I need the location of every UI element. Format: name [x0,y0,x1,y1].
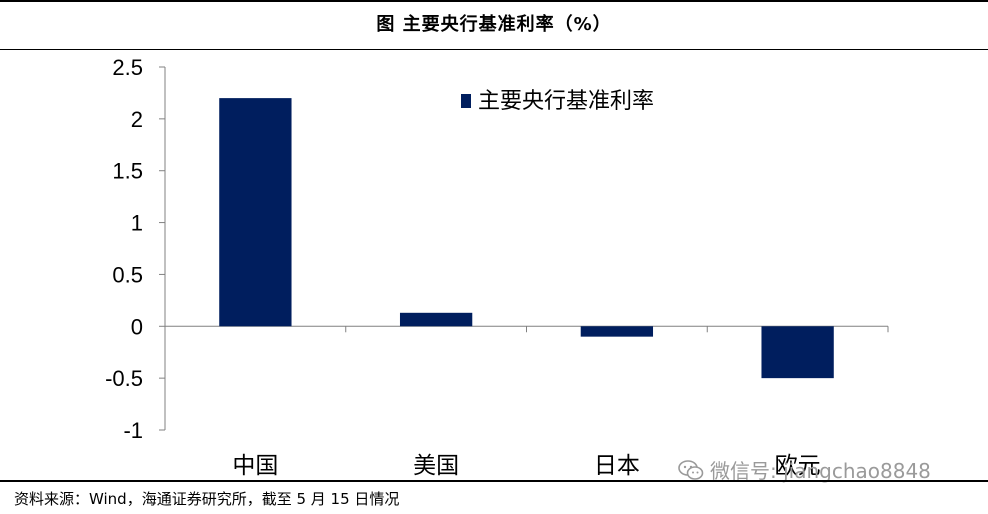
category-label: 欧元 [775,453,821,479]
legend-swatch [461,94,471,108]
y-tick-label: 0.5 [112,262,143,287]
bar-3 [580,326,654,337]
category-label: 日本 [594,453,640,479]
footer-divider [0,480,988,482]
y-tick-label: -1 [123,418,143,443]
y-tick-label: 2 [131,107,143,132]
y-tick-label: 0 [131,314,143,339]
source-note: 资料来源：Wind，海通证券研究所，截至 5 月 15 日情况 [14,490,400,508]
category-label: 美国 [413,453,459,479]
y-tick-label: 2.5 [112,55,143,80]
y-tick-label: 1 [131,211,143,236]
title-divider [0,49,988,50]
category-label: 中国 [232,453,278,479]
bar-1 [219,98,292,327]
y-tick-label: 1.5 [112,159,143,184]
figure-title: 图 主要央行基准利率（%） [376,14,612,35]
watermark: 微信号: jiangchao8848 [678,455,931,484]
bar-4 [761,326,834,379]
watermark-text: 微信号: jiangchao8848 [710,459,931,483]
y-tick-label: -0.5 [105,366,143,391]
wechat-icon [678,459,704,480]
legend-label: 主要央行基准利率 [478,89,654,114]
bar-2 [399,312,473,327]
top-border [0,0,988,2]
bar-chart: 2.5 2 1.5 1 0.5 0 -0.5 -1 中国 美国 日本 欧元 主要央行基准利率 [105,55,889,479]
